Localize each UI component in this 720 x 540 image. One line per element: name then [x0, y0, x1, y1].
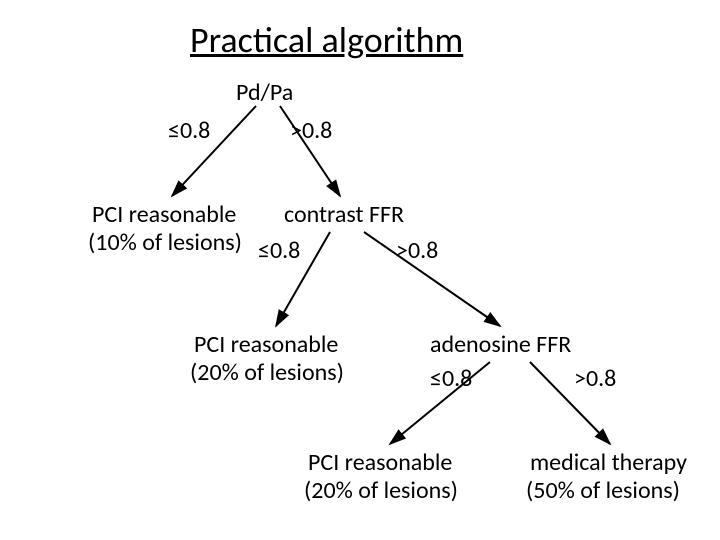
- page-title: Practical algorithm: [190, 18, 463, 62]
- threshold-2-right: >0.8: [396, 236, 438, 265]
- node-adenosine-ffr: adenosine FFR: [430, 330, 571, 359]
- node-contrast-ffr: contrast FFR: [284, 200, 404, 229]
- leaf-pci3-line2: (20% of lesions): [304, 476, 458, 505]
- leaf-medical-line2: (50% of lesions): [526, 476, 680, 505]
- leaf-pci2-line1: PCI reasonable: [194, 330, 338, 359]
- leaf-medical-line1: medical therapy: [530, 448, 687, 477]
- threshold-2-left: ≤0.8: [258, 236, 300, 265]
- leaf-pci1-line2: (10% of lesions): [88, 228, 242, 257]
- threshold-3-right: >0.8: [574, 364, 616, 393]
- threshold-1-left: ≤0.8: [168, 116, 210, 145]
- leaf-pci3-line1: PCI reasonable: [308, 448, 452, 477]
- leaf-pci2-line2: (20% of lesions): [190, 358, 344, 387]
- threshold-1-right: >0.8: [290, 116, 332, 145]
- threshold-3-left: ≤0.8: [430, 364, 472, 393]
- node-root: Pd/Pa: [236, 78, 293, 107]
- leaf-pci1-line1: PCI reasonable: [92, 200, 236, 229]
